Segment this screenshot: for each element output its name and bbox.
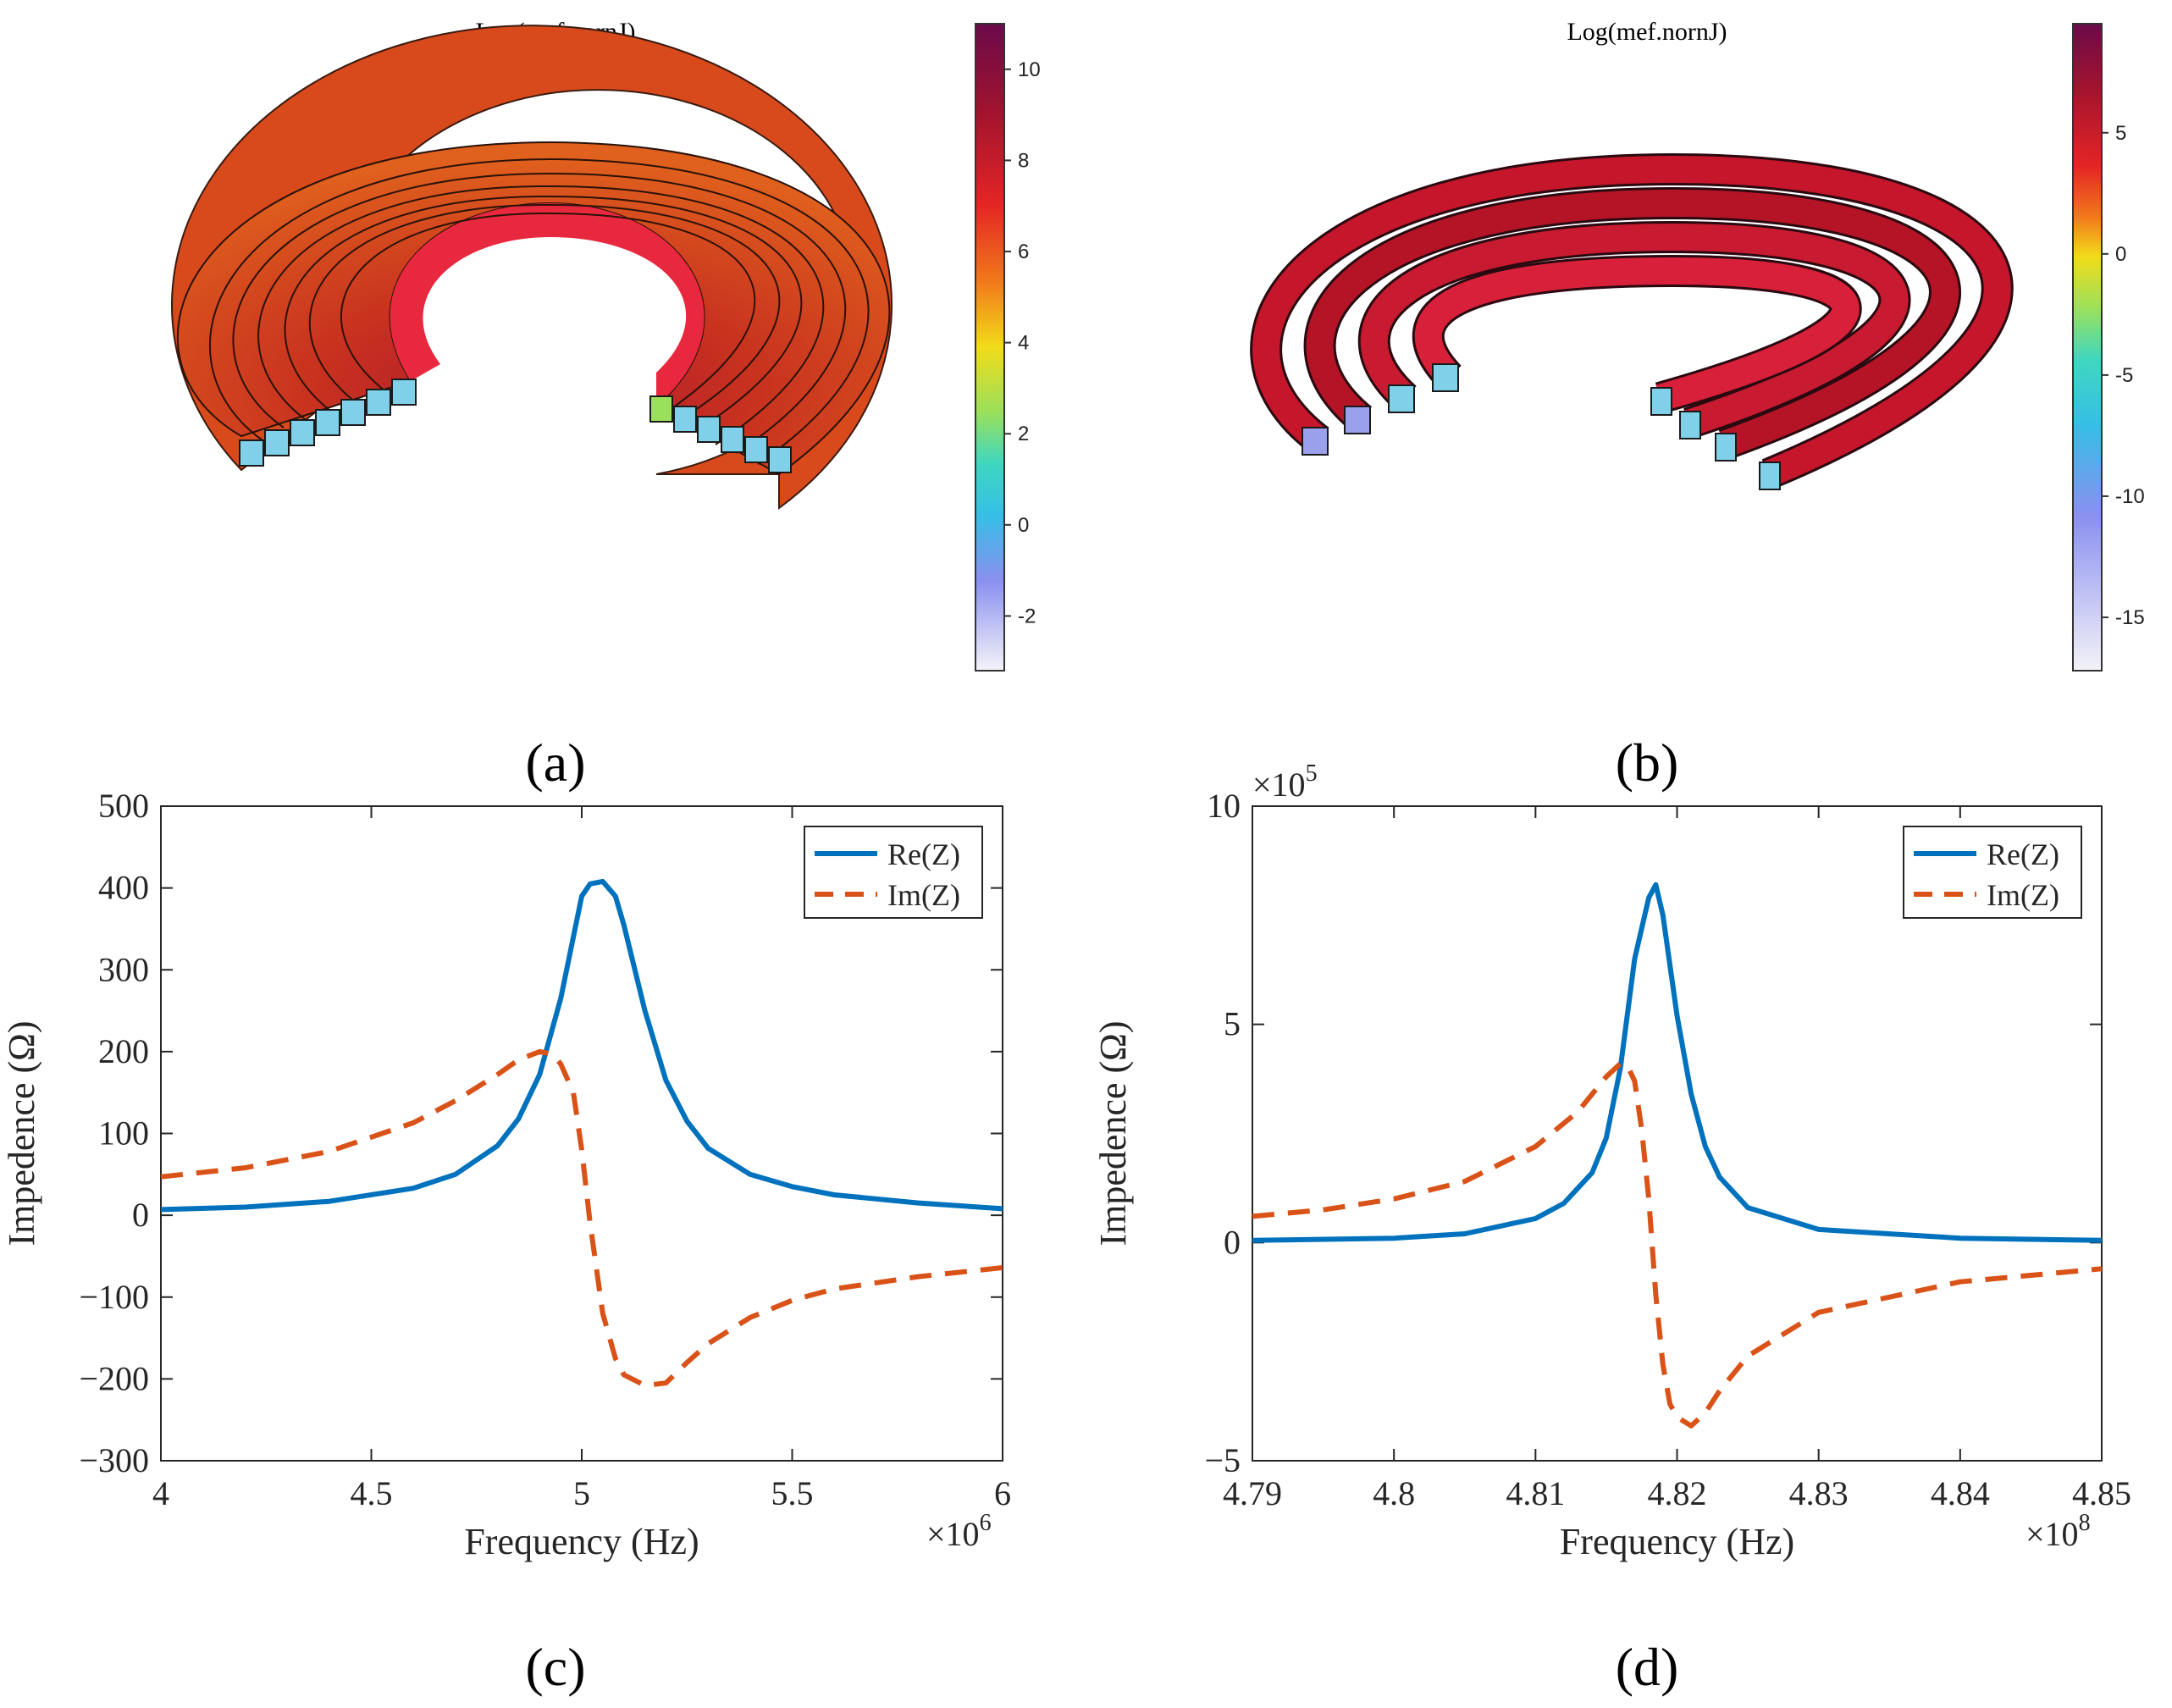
chart-c: 4 4.5 5 5.5 6 −300 −200 −100 0 100 200 300 400 500 ×10… [1, 787, 1011, 1562]
colorbar-a-tick-label: 4 [1018, 332, 1029, 355]
colorbar-a-tick-label: 0 [1018, 514, 1029, 537]
colorbar-a: 10 8 6 4 2 0 -2 [975, 23, 1041, 672]
x-tick-label: 4.83 [1789, 1474, 1849, 1512]
coil-render-a [171, 25, 893, 510]
coil-b-ports [1302, 363, 1781, 490]
y-tick-label: 500 [98, 787, 149, 825]
colorbar-a-tick-label: 6 [1018, 240, 1029, 263]
y-exponent: ×105 [1252, 760, 1318, 804]
caption-d: (d) [1616, 1637, 1679, 1697]
x-tick-label: 4.81 [1506, 1474, 1565, 1512]
legend: Re(Z) Im(Z) [1903, 826, 2082, 919]
caption-c: (c) [525, 1637, 585, 1697]
panel-b-colorbar-title: Log(mef.nornJ) [1567, 18, 1727, 46]
y-tick-label: −5 [1204, 1441, 1241, 1479]
legend-box [804, 826, 983, 919]
y-tick-label: 200 [98, 1032, 149, 1070]
legend-label: Re(Z) [887, 837, 960, 871]
colorbar-b-tick-label: -10 [2115, 485, 2145, 508]
panel-a-coil-render: Log(mef.nornJ) [171, 18, 1041, 793]
colorbar-a-tick-label: 2 [1018, 423, 1029, 445]
legend-box [1903, 826, 2082, 919]
y-tick-label: 10 [1207, 787, 1241, 825]
colorbar-b-tick-label: 5 [2115, 122, 2126, 145]
y-axis-label: Impedence (Ω) [1, 1021, 42, 1246]
y-tick-label: −300 [79, 1441, 149, 1479]
y-tick-label: 400 [98, 869, 149, 907]
y-axis-label: Impedence (Ω) [1092, 1021, 1134, 1246]
colorbar-a-tick-label: 8 [1018, 149, 1029, 172]
x-tick-label: 4.8 [1373, 1474, 1415, 1512]
colorbar-b: 5 0 -5 -10 -15 [2072, 23, 2145, 672]
x-axis-label: Frequency (Hz) [464, 1521, 699, 1562]
x-tick-label: 4.5 [351, 1474, 393, 1512]
x-tick-label: 4.79 [1223, 1474, 1282, 1512]
colorbar-a-tick-label: 10 [1018, 58, 1041, 81]
y-tick-label: −200 [79, 1359, 149, 1397]
panel-b-coil-render: Log(mef.nornJ) 5 0 -5 -10 -15 (b) [1250, 18, 2145, 793]
series-line-rez [160, 878, 1003, 1213]
x-exponent: ×106 [926, 1510, 992, 1553]
x-tick-label: 5.5 [771, 1474, 814, 1512]
legend: Re(Z) Im(Z) [804, 826, 983, 919]
colorbar-b-tick-label: 0 [2115, 243, 2126, 266]
y-tick-label: 100 [98, 1114, 149, 1152]
y-tick-label: 5 [1224, 1005, 1241, 1043]
x-axis-label: Frequency (Hz) [1560, 1521, 1794, 1562]
colorbar-a-tick-label: -2 [1018, 605, 1036, 627]
legend-label: Im(Z) [887, 878, 960, 912]
y-tick-label: 300 [98, 950, 149, 988]
x-tick-label: 4.84 [1931, 1474, 1990, 1512]
series-line-imz [160, 1048, 1003, 1389]
series-line-rez [1252, 882, 2103, 1243]
colorbar-b-tick-label: -5 [2115, 364, 2133, 387]
x-tick-label: 4.82 [1648, 1474, 1707, 1512]
x-tick-label: 4 [152, 1474, 169, 1512]
chart-d: 4.79 4.8 4.81 4.82 4.83 4.84 4.85 −5 0 5 10 ×108 ×10… [1092, 760, 2131, 1562]
caption-a: (a) [525, 732, 585, 793]
legend-label: Im(Z) [1987, 878, 2059, 912]
y-tick-label: 0 [1224, 1223, 1241, 1261]
series-line-imz [1252, 1061, 2103, 1429]
x-tick-label: 4.85 [2072, 1474, 2131, 1512]
legend-label: Re(Z) [1987, 837, 2059, 871]
x-exponent: ×108 [2026, 1510, 2091, 1553]
x-tick-label: 6 [994, 1474, 1011, 1512]
y-tick-label: −100 [79, 1278, 149, 1316]
x-tick-label: 5 [573, 1474, 590, 1512]
caption-b: (b) [1616, 732, 1679, 793]
y-tick-label: 0 [132, 1196, 149, 1234]
colorbar-b-tick-label: -15 [2115, 606, 2145, 629]
coil-render-b [1250, 152, 2014, 489]
